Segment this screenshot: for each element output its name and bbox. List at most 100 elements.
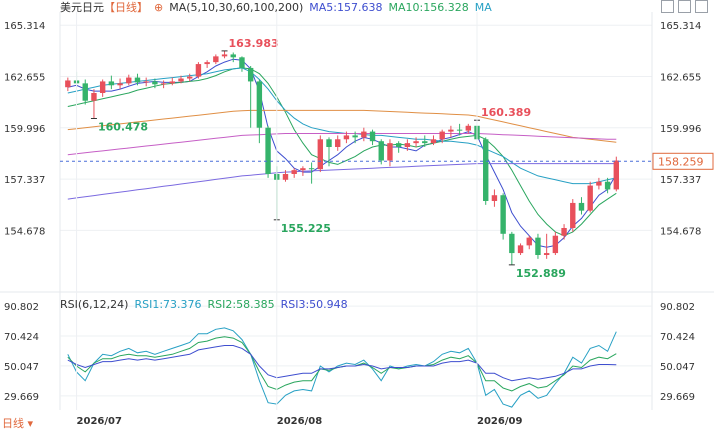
candle-body xyxy=(239,57,245,68)
candle-body xyxy=(221,54,228,57)
ma-line-ma10 xyxy=(67,67,617,237)
candle-body xyxy=(561,228,567,236)
candle-body xyxy=(543,253,550,255)
rsi-axis-ticks: 90.802 90.802 70.424 70.424 50.047 50.047 29.6… xyxy=(4,302,695,403)
grid-view-icon[interactable] xyxy=(661,0,674,13)
candle-body xyxy=(326,139,332,147)
rsi-label[interactable]: RSI(6,12,24) xyxy=(60,298,129,311)
candle-body xyxy=(108,81,115,86)
price-tick-right: 165.314 xyxy=(660,21,701,32)
ma-line-ma200 xyxy=(67,163,617,200)
candle-body xyxy=(126,77,132,84)
candle-body xyxy=(570,202,576,228)
toolbar xyxy=(661,0,708,13)
ma-line-ma30 xyxy=(67,67,617,185)
candle-body xyxy=(291,170,297,174)
candle-body xyxy=(404,143,411,147)
candle-body xyxy=(422,141,428,144)
price-tick-left: 159.996 xyxy=(4,124,45,135)
price-tick-left: 165.314 xyxy=(4,21,45,32)
candle-body xyxy=(152,81,158,85)
last-price-tag xyxy=(652,152,714,170)
ma-line-ma5 xyxy=(67,58,617,248)
x-axis-label: 2026/08 xyxy=(277,416,322,427)
ma5-value: MA5:157.638 xyxy=(309,1,383,14)
rsi3-value: RSI3:50.948 xyxy=(280,298,348,311)
candle-body xyxy=(213,56,219,63)
settings-icon[interactable]: ⊕ xyxy=(154,1,164,14)
rsi-grid xyxy=(60,305,652,397)
ma10-value: MA10:156.328 xyxy=(388,1,469,14)
candle-body xyxy=(178,78,184,82)
layout-icon[interactable] xyxy=(695,0,708,13)
candle-body xyxy=(613,160,620,190)
x-axis-label: 2026/09 xyxy=(477,416,522,427)
candle-body xyxy=(143,81,149,83)
candles xyxy=(65,50,620,265)
candle-body xyxy=(300,168,306,171)
candle-body xyxy=(91,93,97,101)
candle-body xyxy=(604,181,611,190)
rsi-tick-right: 29.669 xyxy=(660,392,695,403)
price-tick-right: 159.996 xyxy=(660,124,701,135)
candle-body xyxy=(456,129,463,131)
annotation-label: 160.478 xyxy=(98,120,148,133)
x-axis-labels: 2026/07 2026/08 2026/09 xyxy=(76,12,522,427)
rsi-tick-left: 90.802 xyxy=(4,302,39,313)
candle-body xyxy=(395,143,402,147)
rsi-lines xyxy=(67,327,617,408)
rsi-line-rsi3 xyxy=(67,345,617,382)
annotation-label: 155.225 xyxy=(281,222,331,235)
rsi-line-rsi2 xyxy=(67,336,617,392)
rsi-tick-left: 70.424 xyxy=(4,332,39,343)
candle-body xyxy=(247,67,254,82)
last-price-value: 158.259 xyxy=(658,155,704,168)
annotation-label: 160.389 xyxy=(481,106,531,119)
candle-body xyxy=(99,81,106,93)
candle-body xyxy=(282,174,289,180)
candle-body xyxy=(195,64,202,77)
annotations: 163.983 160.478 155.225 160.389 152.889 xyxy=(90,37,566,280)
period-footer-label: 日线 xyxy=(2,417,24,430)
candle-body xyxy=(352,135,358,138)
candle-body xyxy=(483,139,489,201)
candle-body xyxy=(256,81,263,128)
candle-body xyxy=(596,181,602,186)
price-axis-ticks: 165.314 165.314 162.655 162.655 159.996 159.9… xyxy=(4,21,701,237)
price-tick-right: 154.678 xyxy=(660,226,701,237)
rsi-line-rsi1 xyxy=(67,327,617,408)
candle-body xyxy=(134,77,141,83)
candle-body xyxy=(117,83,123,86)
period-footer[interactable]: 日线 ▾ xyxy=(2,415,33,431)
compare-icon[interactable] xyxy=(678,0,691,13)
candle-body xyxy=(343,135,350,140)
ma-line-ma100 xyxy=(67,133,617,156)
price-tick-right: 157.337 xyxy=(660,175,701,186)
candle-body xyxy=(578,202,585,211)
x-axis-label: 2026/07 xyxy=(77,416,122,427)
rsi-tick-right: 50.047 xyxy=(660,362,695,373)
price-tick-right: 162.655 xyxy=(660,73,701,84)
annotation-label: 163.983 xyxy=(229,37,279,50)
candle-body xyxy=(204,62,210,65)
price-tick-left: 157.337 xyxy=(4,175,45,186)
dropdown-icon: ▾ xyxy=(27,417,34,430)
candle-body xyxy=(160,83,167,85)
candle-body xyxy=(430,139,437,144)
chart-header: 美元日元【日线】 ⊕ MA(5,10,30,60,100,200) MA5:157.6… xyxy=(60,0,498,16)
rsi-tick-left: 29.669 xyxy=(4,392,39,403)
candle-body xyxy=(308,168,315,170)
ma-line-ma60 xyxy=(67,109,617,143)
ma-more: MA xyxy=(474,1,492,14)
rsi-tick-left: 50.047 xyxy=(4,362,39,373)
rsi1-value: RSI1:73.376 xyxy=(134,298,202,311)
candle-body xyxy=(361,131,367,138)
price-grid xyxy=(0,12,714,410)
candle-body xyxy=(448,129,454,132)
ma-label[interactable]: MA(5,10,30,60,100,200) xyxy=(169,1,304,14)
period-label[interactable]: 【日线】 xyxy=(104,1,148,14)
candle-body xyxy=(465,125,472,131)
rsi2-value: RSI2:58.385 xyxy=(207,298,275,311)
rsi-tick-right: 70.424 xyxy=(660,332,695,343)
